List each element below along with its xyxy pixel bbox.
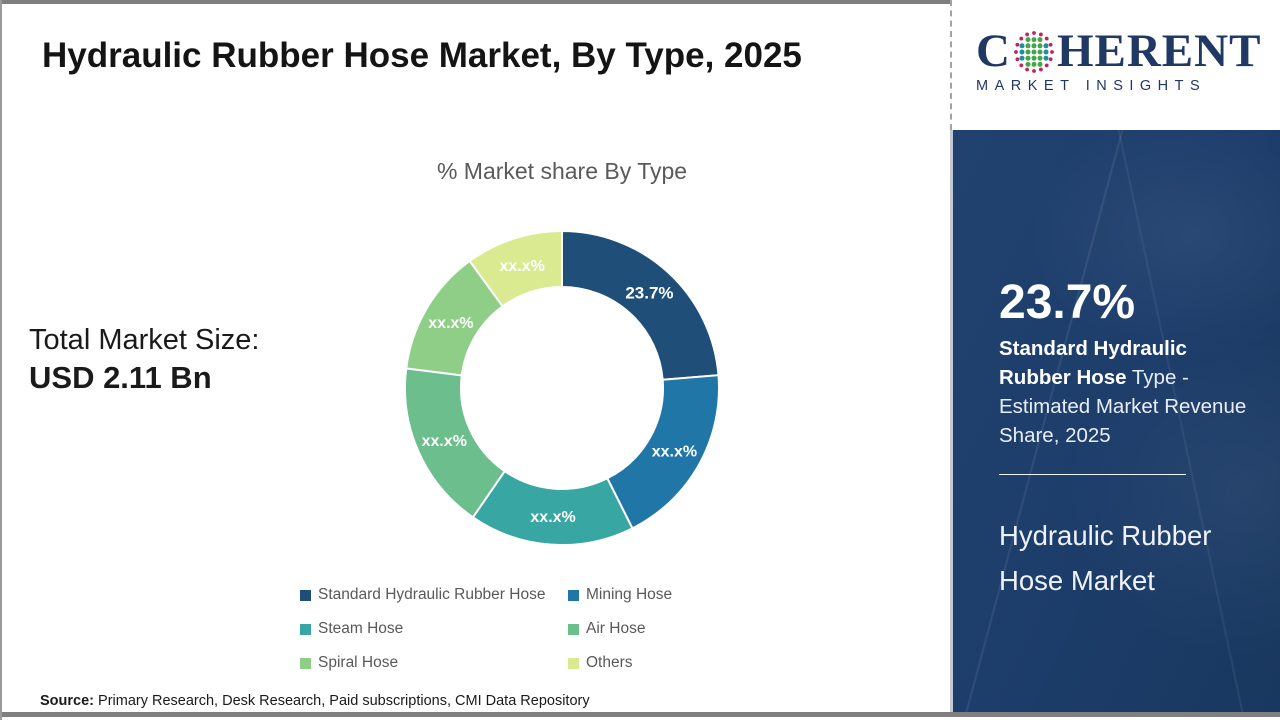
globe-dot bbox=[1025, 36, 1031, 42]
top-border-bar bbox=[2, 0, 1280, 4]
legend-label: Mining Hose bbox=[586, 586, 673, 603]
globe-dot bbox=[1015, 42, 1020, 47]
legend-item: Spiral Hose bbox=[300, 654, 568, 672]
legend-swatch bbox=[300, 589, 311, 601]
legend-label: Steam Hose bbox=[318, 620, 404, 637]
globe-dot bbox=[1048, 56, 1053, 61]
globe-dot bbox=[1019, 63, 1024, 67]
globe-dot bbox=[1043, 42, 1049, 48]
globe-dot bbox=[1043, 55, 1049, 61]
donut-slice-label: xx.x% bbox=[422, 433, 467, 450]
globe-dot bbox=[1025, 55, 1031, 61]
globe-dot bbox=[1025, 32, 1029, 36]
donut-slice bbox=[561, 229, 720, 381]
globe-dot bbox=[1032, 68, 1036, 73]
globe-dot bbox=[1019, 36, 1024, 40]
total-market-size-block: Total Market Size: USD 2.11 Bn bbox=[29, 322, 259, 397]
legend-swatch bbox=[300, 623, 311, 635]
chart-title: % Market share By Type bbox=[436, 158, 688, 184]
legend-item: Mining Hose bbox=[568, 586, 738, 604]
source-line: Source: Primary Research, Desk Research,… bbox=[40, 693, 590, 709]
stat-description-bold: Standard Hydraulic Rubber Hose bbox=[999, 337, 1187, 389]
logo-panel: C HERENT MARKET INSIGHTS bbox=[950, 0, 1280, 130]
legend-label: Others bbox=[586, 654, 633, 671]
donut-slice-label: xx.x% bbox=[428, 315, 473, 332]
globe-dot bbox=[1025, 49, 1031, 54]
globe-dot bbox=[1015, 56, 1020, 61]
globe-dot bbox=[1025, 42, 1031, 48]
globe-dot bbox=[1019, 49, 1025, 54]
total-market-size-label: Total Market Size: bbox=[29, 324, 260, 356]
globe-dot bbox=[1031, 36, 1037, 42]
legend-swatch bbox=[568, 623, 579, 635]
legend-label: Spiral Hose bbox=[318, 654, 399, 671]
donut-slice-label: xx.x% bbox=[499, 258, 544, 275]
bottom-border-bar bbox=[2, 712, 1280, 717]
logo-letter-c: C bbox=[976, 25, 1011, 77]
globe-dot bbox=[1037, 42, 1043, 48]
globe-dot bbox=[1032, 30, 1036, 35]
globe-dot bbox=[1031, 49, 1037, 54]
logo-letters-rest: HERENT bbox=[1056, 25, 1262, 77]
donut-slice bbox=[468, 229, 563, 308]
legend-item: Others bbox=[568, 654, 738, 672]
donut-slice-label: xx.x% bbox=[530, 509, 575, 526]
globe-dot bbox=[1031, 55, 1037, 61]
globe-dot bbox=[1037, 49, 1043, 54]
legend-swatch bbox=[568, 589, 579, 601]
globe-dot bbox=[1019, 55, 1025, 61]
globe-dot bbox=[1038, 32, 1043, 36]
legend-swatch bbox=[568, 657, 579, 669]
source-label: Source: bbox=[40, 693, 94, 709]
donut-slice-label: xx.x% bbox=[652, 444, 697, 461]
globe-dot bbox=[1031, 61, 1037, 67]
total-market-size-value: USD 2.11 Bn bbox=[29, 360, 212, 395]
legend-label: Standard Hydraulic Rubber Hose bbox=[318, 586, 546, 603]
globe-dot bbox=[1037, 36, 1043, 42]
globe-dot bbox=[1019, 42, 1025, 48]
globe-dot bbox=[1043, 49, 1049, 54]
market-name: Hydraulic Rubber Hose Market bbox=[999, 520, 1212, 596]
globe-dot bbox=[1025, 67, 1029, 71]
legend-label: Air Hose bbox=[586, 620, 646, 637]
stat-description: Standard Hydraulic Rubber Hose Type - Es… bbox=[999, 334, 1248, 450]
globe-dot bbox=[1014, 49, 1018, 54]
logo-tagline: MARKET INSIGHTS bbox=[976, 78, 1207, 94]
globe-dot bbox=[1050, 49, 1054, 54]
legend-item: Air Hose bbox=[568, 620, 738, 638]
stat-value: 23.7% bbox=[999, 276, 1136, 329]
sidebar-divider bbox=[999, 474, 1186, 475]
legend-item: Steam Hose bbox=[300, 620, 568, 638]
globe-dot bbox=[1031, 42, 1037, 48]
chart-legend: Standard Hydraulic Rubber Hose Mining Hos… bbox=[300, 586, 738, 672]
highlight-sidebar: 23.7% Standard Hydraulic Rubber Hose Typ… bbox=[950, 130, 1280, 712]
globe-dot bbox=[1037, 55, 1043, 61]
source-text: Primary Research, Desk Research, Paid su… bbox=[94, 693, 590, 709]
dotted-globe-icon bbox=[1014, 30, 1054, 73]
donut-slice-label: 23.7% bbox=[625, 284, 673, 303]
donut-chart: 23.7% xx.x% xx.x% xx.x% xx.x% xx.x% bbox=[404, 229, 720, 546]
globe-dot bbox=[1044, 63, 1049, 67]
coherent-market-insights-logo: C HERENT MARKET INSIGHTS bbox=[976, 28, 1266, 108]
globe-dot bbox=[1037, 61, 1043, 67]
globe-dot bbox=[1044, 36, 1049, 40]
globe-dot bbox=[1025, 61, 1031, 67]
logo-wordmark: C HERENT bbox=[976, 28, 1266, 75]
stat-description-rest: Type - Estimated Market Revenue Share, 2… bbox=[999, 366, 1247, 447]
legend-item: Standard Hydraulic Rubber Hose bbox=[300, 586, 568, 604]
legend-swatch bbox=[300, 657, 311, 669]
globe-dot bbox=[1048, 42, 1053, 47]
page-title: Hydraulic Rubber Hose Market, By Type, 2… bbox=[42, 36, 802, 75]
globe-dot bbox=[1038, 67, 1043, 71]
